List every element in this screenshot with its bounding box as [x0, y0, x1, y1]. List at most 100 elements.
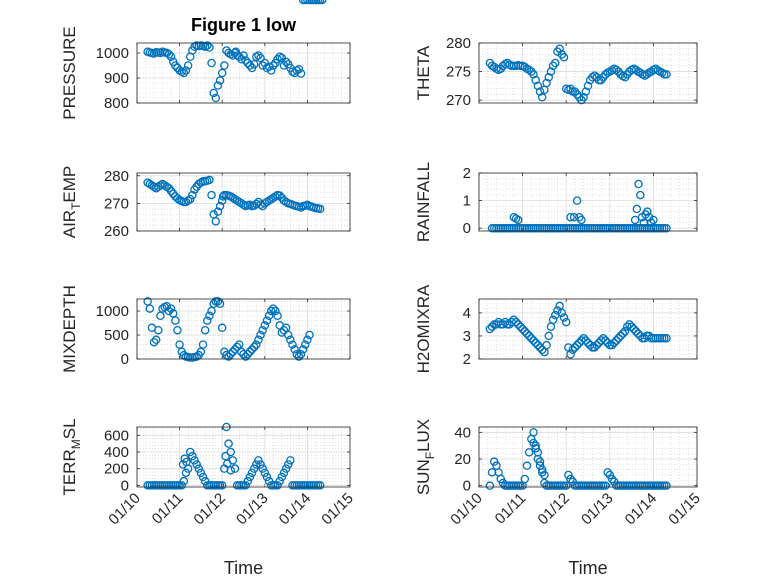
data-point: [662, 481, 671, 490]
data-point: [494, 317, 503, 327]
data-point: [223, 459, 232, 468]
data-point: [640, 333, 649, 343]
y-tick-label: 40: [454, 424, 471, 441]
data-point: [546, 67, 556, 76]
y-tick-label: 1000: [96, 45, 129, 62]
data-point: [179, 68, 189, 78]
x-tick-label: 01/15: [665, 490, 704, 529]
data-point: [568, 345, 577, 355]
subplot-4: 0 1 2 RAINFALL: [414, 162, 698, 242]
data-point: [203, 316, 212, 325]
x-tick-label: 01/14: [276, 490, 315, 529]
data-point: [572, 340, 582, 350]
data-point: [226, 447, 235, 457]
data-series: [143, 0, 325, 362]
data-point: [579, 93, 588, 102]
data-point: [537, 465, 547, 474]
data-point: [636, 190, 645, 200]
data-point: [592, 340, 601, 350]
axes-box: [136, 172, 351, 232]
data-point: [181, 197, 191, 207]
data-point: [245, 61, 255, 70]
subplot-2: 270 275 280 THETA: [414, 35, 698, 109]
data-point: [188, 190, 197, 200]
data-point: [154, 325, 163, 335]
y-tick-label: 0: [121, 477, 129, 494]
x-axis-label: Time: [568, 558, 607, 578]
y-axis-label: PRESSURE: [60, 26, 79, 120]
data-point: [590, 71, 599, 80]
data-point: [273, 311, 282, 321]
data-point: [537, 93, 547, 102]
data-point: [643, 207, 652, 216]
axes-background: [137, 173, 350, 231]
data-point: [266, 194, 276, 204]
data-point: [601, 481, 610, 490]
y-tick-label: 0: [463, 220, 471, 237]
subplot-1: 800 900 1000 PRESSURE Figure 1 low: [60, 0, 351, 120]
axes-background: [479, 173, 697, 231]
data-series: [485, 301, 671, 359]
data-point: [230, 464, 240, 473]
data-point: [581, 87, 591, 96]
y-tick-label: 200: [104, 461, 129, 478]
data-point: [269, 61, 278, 70]
data-point: [254, 51, 263, 60]
data-point: [266, 306, 276, 316]
data-point: [151, 183, 161, 193]
data-point: [581, 336, 591, 345]
data-point: [164, 306, 174, 316]
data-point: [230, 194, 240, 204]
data-point: [205, 175, 214, 185]
axes-box: [136, 42, 351, 104]
data-point: [520, 327, 530, 336]
data-point: [513, 320, 523, 329]
data-point: [631, 327, 641, 336]
data-point: [162, 301, 172, 311]
data-point: [557, 308, 567, 318]
chart-title: Figure 1 low: [191, 15, 297, 35]
data-point: [583, 338, 593, 348]
data-point: [629, 324, 639, 334]
data-point: [252, 460, 261, 469]
data-point: [529, 428, 538, 437]
data-point: [315, 481, 325, 490]
data-point: [529, 70, 538, 79]
data-point: [283, 330, 293, 340]
data-point: [239, 51, 248, 60]
data-point: [509, 315, 519, 325]
y-tick-label: 0: [121, 351, 129, 368]
x-tick-label: 01/10: [447, 490, 486, 529]
data-point: [196, 468, 206, 478]
data-point: [607, 474, 617, 484]
data-point: [143, 178, 152, 187]
data-point: [217, 196, 227, 205]
data-point: [492, 320, 501, 329]
data-point: [234, 52, 244, 62]
data-point: [487, 468, 497, 477]
data-point: [531, 75, 540, 85]
x-tick-label: 01/13: [233, 490, 272, 529]
data-point: [531, 444, 540, 453]
data-point: [273, 55, 282, 64]
data-point: [548, 315, 558, 325]
data-point: [511, 317, 521, 327]
data-point: [485, 324, 495, 334]
data-point: [630, 215, 640, 225]
x-tick-label: 01/10: [105, 490, 144, 529]
axes-background: [479, 427, 697, 487]
data-point: [211, 217, 221, 226]
data-point: [542, 340, 551, 350]
data-point: [205, 311, 214, 321]
data-point: [207, 58, 216, 68]
y-tick-label: 260: [104, 223, 129, 240]
data-point: [631, 65, 641, 75]
axes-box: [136, 426, 351, 488]
data-point: [260, 321, 270, 330]
data-point: [522, 329, 532, 338]
data-point: [224, 439, 233, 448]
y-axis-label: MIXDEPTH: [60, 285, 79, 373]
data-point: [288, 340, 297, 349]
data-point: [275, 476, 284, 486]
data-point: [221, 451, 230, 461]
